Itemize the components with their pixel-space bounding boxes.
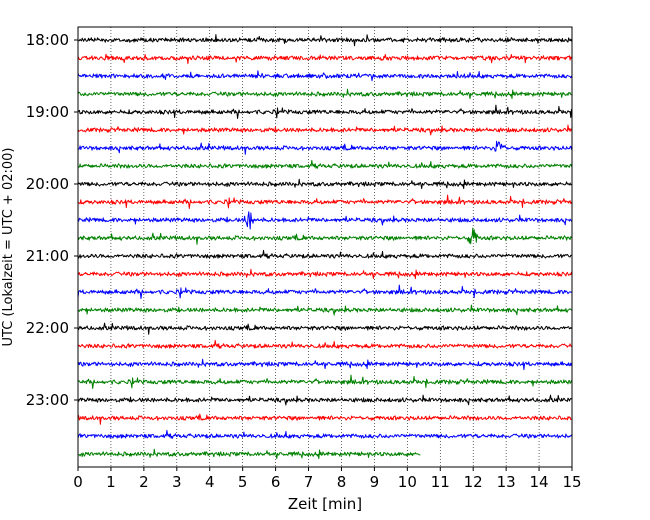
y-tick-label-22:00: 22:00 [26, 319, 69, 337]
trace-2315 [77, 413, 572, 425]
trace-2230 [77, 358, 572, 371]
x-tick-label-12: 12 [464, 473, 483, 491]
x-tick-label-9: 9 [370, 473, 380, 491]
trace-1945 [77, 159, 572, 169]
x-tick-label-3: 3 [172, 473, 182, 491]
trace-1845 [77, 88, 572, 100]
y-tick-label-19:00: 19:00 [26, 103, 69, 121]
trace-2245 [77, 374, 572, 389]
x-tick-label-2: 2 [139, 473, 149, 491]
x-tick-label-8: 8 [337, 473, 347, 491]
y-tick-label-23:00: 23:00 [26, 391, 69, 409]
trace-2115 [77, 268, 572, 280]
x-axis-ticks: 0 1 2 3 4 5 6 7 8 9 10 11 12 13 14 15 [73, 467, 582, 491]
x-tick-label-6: 6 [271, 473, 281, 491]
x-axis-label: Zeit [min] [288, 495, 362, 513]
x-tick-label-5: 5 [238, 473, 248, 491]
plot-area [78, 27, 572, 467]
trace-1830 [77, 70, 572, 82]
trace-2030 [77, 211, 572, 230]
x-tick-label-13: 13 [497, 473, 516, 491]
x-tick-label-11: 11 [431, 473, 450, 491]
trace-1800 [77, 34, 572, 47]
trace-1815 [77, 53, 572, 65]
traces [77, 34, 572, 460]
x-tick-label-7: 7 [304, 473, 314, 491]
trace-1915 [77, 124, 572, 136]
grid-lines [110, 27, 540, 467]
plot-frame [78, 27, 572, 467]
y-axis-ticks: 18:00 19:00 20:00 21:00 22:00 23:00 [26, 31, 78, 409]
y-axis-label: UTC (Lokalzeit = UTC + 02:00) [1, 148, 16, 347]
plot-border [77, 26, 573, 468]
trace-2130 [77, 284, 572, 299]
trace-2100 [77, 249, 572, 259]
y-tick-label-18:00: 18:00 [26, 31, 69, 49]
trace-2000 [77, 178, 572, 190]
trace-1930 [77, 140, 572, 155]
x-tick-label-14: 14 [530, 473, 549, 491]
trace-2015 [77, 194, 572, 209]
trace-2300 [77, 394, 572, 406]
x-tick-label-4: 4 [205, 473, 215, 491]
x-tick-label-10: 10 [398, 473, 417, 491]
trace-2045 [77, 227, 572, 245]
y-tick-label-21:00: 21:00 [26, 247, 69, 265]
y-tick-label-20:00: 20:00 [26, 175, 69, 193]
trace-2330 [77, 429, 572, 439]
x-tick-label-15: 15 [562, 473, 581, 491]
x-tick-label-1: 1 [106, 473, 116, 491]
trace-2145 [77, 304, 572, 316]
trace-2215 [77, 339, 572, 349]
trace-1900 [77, 104, 572, 119]
trace-2345 [77, 448, 421, 460]
x-tick-label-0: 0 [73, 473, 83, 491]
trace-2200 [77, 322, 572, 335]
